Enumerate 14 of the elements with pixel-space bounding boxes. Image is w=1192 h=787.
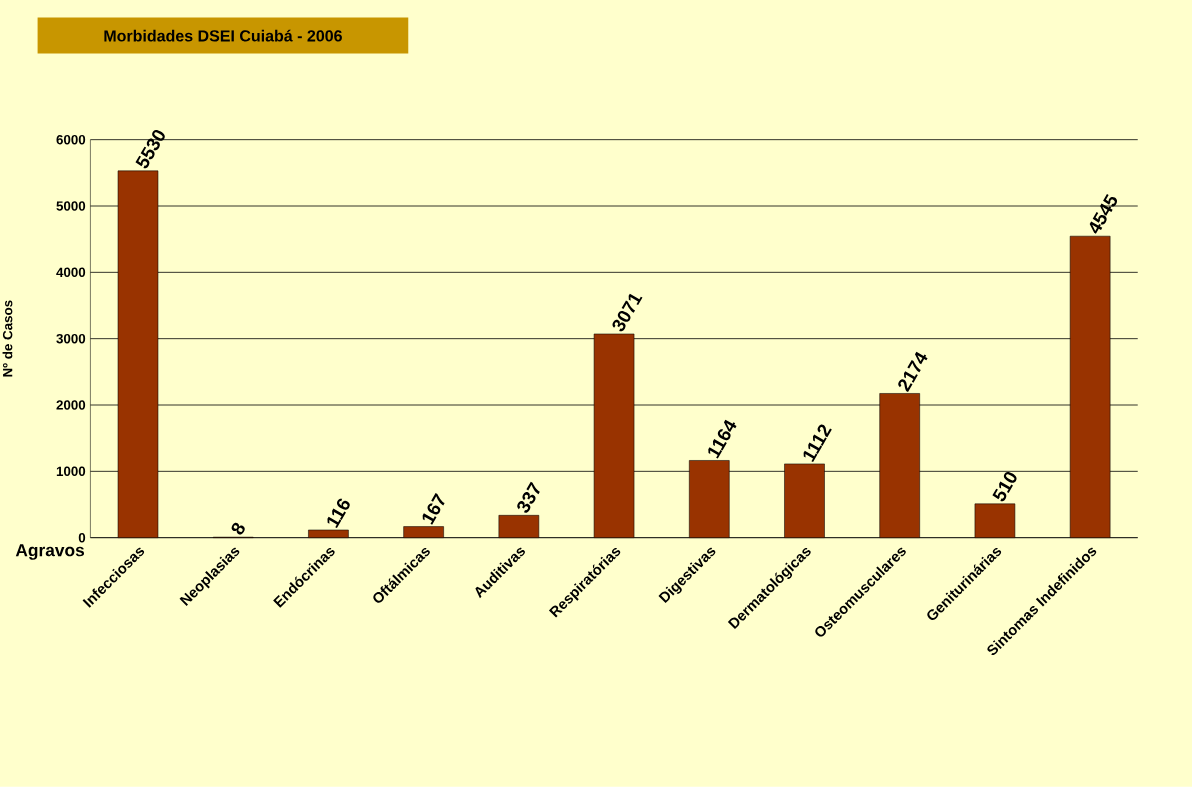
- y-tick-label: 0: [78, 533, 86, 543]
- y-tick-label: 2000: [56, 400, 86, 410]
- data-label: 8: [231, 522, 245, 535]
- data-label: 510: [992, 472, 1017, 502]
- data-label: 337: [517, 481, 540, 513]
- y-tick-label: 4000: [56, 267, 86, 278]
- y-tick-label: 1000: [56, 466, 86, 477]
- y-tick-label: 6000: [56, 135, 86, 145]
- x-axis-title: Agravos: [15, 544, 85, 560]
- y-tick-label: 5000: [56, 201, 86, 211]
- data-label: 116: [327, 498, 350, 529]
- y-axis-title: Nº de Casos: [2, 300, 13, 377]
- y-tick-label: 3000: [56, 334, 86, 344]
- chart-title: Morbidades DSEI Cuiabá - 2006: [104, 29, 342, 42]
